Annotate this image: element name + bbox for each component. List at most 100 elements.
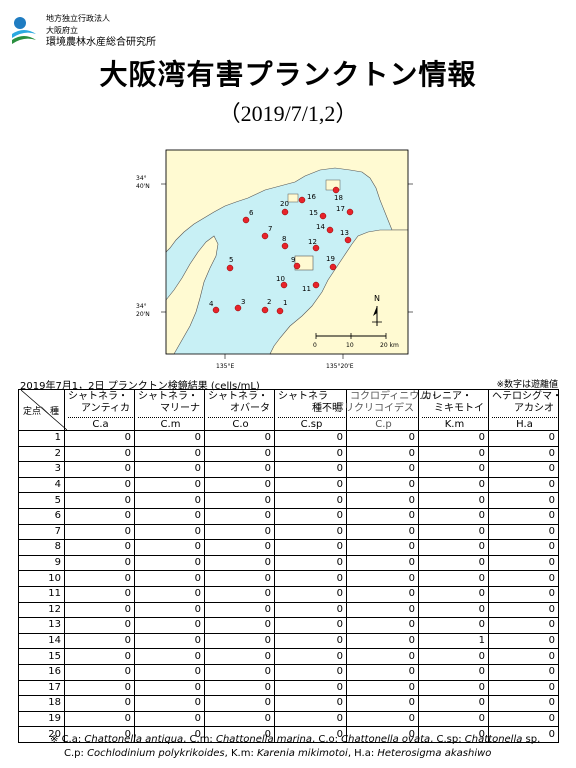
value-cell: 0 <box>418 523 489 541</box>
value-cell: 0 <box>134 430 205 447</box>
lon-label-2: 135°20'E <box>326 363 354 370</box>
value-cell: 0 <box>418 445 489 463</box>
col-header-csp: シャトネラ 種不明 C.sp <box>274 389 347 431</box>
col-name-2: アカシオ <box>514 403 554 414</box>
value-cell: 0 <box>134 585 205 603</box>
value-cell: 0 <box>346 445 419 463</box>
value-cell: 0 <box>488 679 559 697</box>
value-cell: 0 <box>274 648 347 665</box>
value-cell: 0 <box>134 461 205 478</box>
value-cell: 0 <box>134 663 205 681</box>
station-cell: 13 <box>18 617 65 634</box>
value-cell: 0 <box>274 492 347 509</box>
value-cell: 0 <box>418 476 489 494</box>
value-cell: 0 <box>488 492 559 509</box>
col-name-1: シャトネラ・ <box>208 391 268 402</box>
page-title: 大阪湾有害プランクトン情報 <box>99 58 477 91</box>
value-cell: 0 <box>274 585 347 603</box>
map-frame <box>165 149 409 355</box>
value-cell: 0 <box>418 492 489 509</box>
station-cell: 12 <box>18 601 65 619</box>
value-cell: 0 <box>134 648 205 665</box>
value-cell: 0 <box>64 539 135 556</box>
value-cell: 0 <box>488 554 559 572</box>
value-cell: 0 <box>204 539 275 556</box>
value-cell: 0 <box>488 430 559 447</box>
value-cell: 0 <box>274 430 347 447</box>
col-name-2: ポリクリコイデス <box>334 403 414 414</box>
value-cell: 0 <box>488 710 559 728</box>
footnote-text: , C.m: <box>183 734 216 745</box>
station-label: 14 <box>316 223 325 231</box>
table-row: 17 0 0 0 0 0 0 0 <box>18 679 559 697</box>
footnote-text: , K.m: <box>224 748 258 759</box>
station-label: 17 <box>336 205 345 213</box>
value-cell: 0 <box>204 695 275 712</box>
value-cell: 0 <box>346 648 419 665</box>
station-marker <box>332 186 340 194</box>
value-cell: 0 <box>64 554 135 572</box>
value-cell: 0 <box>488 663 559 681</box>
value-cell: 0 <box>64 445 135 463</box>
value-cell: 0 <box>418 710 489 728</box>
station-label: 19 <box>326 255 335 263</box>
station-cell: 2 <box>18 445 65 463</box>
value-cell: 0 <box>418 585 489 603</box>
station-cell: 11 <box>18 585 65 603</box>
value-cell: 0 <box>418 570 489 587</box>
species-name: Heterosigma akashiwo <box>377 748 492 759</box>
value-cell: 0 <box>346 539 419 556</box>
station-marker <box>312 244 320 252</box>
value-cell: 0 <box>204 726 275 743</box>
org-line-3: 環境農林水産総合研究所 <box>46 37 156 48</box>
lat-label-1-min: 40'N <box>136 183 150 190</box>
value-cell: 0 <box>204 679 275 697</box>
land-north <box>165 149 409 253</box>
col-header-co: シャトネラ・ オバータ C.o <box>204 389 275 431</box>
value-cell: 0 <box>64 585 135 603</box>
station-cell: 9 <box>18 554 65 572</box>
value-cell: 0 <box>418 601 489 619</box>
table-row: 12 0 0 0 0 0 0 0 <box>18 601 559 619</box>
scale-label-20: 20 km <box>380 342 399 349</box>
value-cell: 0 <box>204 461 275 478</box>
value-cell: 0 <box>274 476 347 494</box>
value-cell: 0 <box>64 570 135 587</box>
value-cell: 0 <box>274 445 347 463</box>
station-marker <box>319 212 327 220</box>
value-cell: 0 <box>488 632 559 650</box>
value-cell: 0 <box>418 679 489 697</box>
value-cell: 0 <box>346 679 419 697</box>
station-label: 5 <box>229 256 233 264</box>
col-name-1: シャトネラ・ <box>138 391 198 402</box>
value-cell: 0 <box>346 632 419 650</box>
value-cell: 0 <box>134 492 205 509</box>
scale-label-10: 10 <box>346 342 354 349</box>
station-label: 15 <box>309 209 318 217</box>
table-row: 10 0 0 0 0 0 0 0 <box>18 570 559 587</box>
value-cell: 0 <box>134 632 205 650</box>
station-label: 3 <box>241 298 245 306</box>
value-cell: 0 <box>134 554 205 572</box>
station-marker <box>298 196 306 204</box>
value-cell: 0 <box>204 476 275 494</box>
org-logo-icon <box>12 17 36 44</box>
station-marker <box>281 208 289 216</box>
col-name-1: シャトネラ・ <box>68 391 128 402</box>
north-label: N <box>374 294 380 303</box>
org-header: 地方独立行政法人 大阪府立 環境農林水産総合研究所 <box>10 8 210 52</box>
station-label: 16 <box>307 193 316 201</box>
value-cell: 0 <box>346 585 419 603</box>
land-awaji <box>165 235 219 355</box>
table-row: 19 0 0 0 0 0 0 0 <box>18 710 559 728</box>
value-cell: 0 <box>346 726 419 743</box>
col-header-ca: シャトネラ・ アンティカ C.a <box>64 389 135 431</box>
value-cell: 0 <box>346 430 419 447</box>
col-name-1: カレニア・ <box>422 391 472 402</box>
station-label: 13 <box>340 229 349 237</box>
station-cell: 15 <box>18 648 65 665</box>
col-name-2: オバータ <box>230 403 270 414</box>
